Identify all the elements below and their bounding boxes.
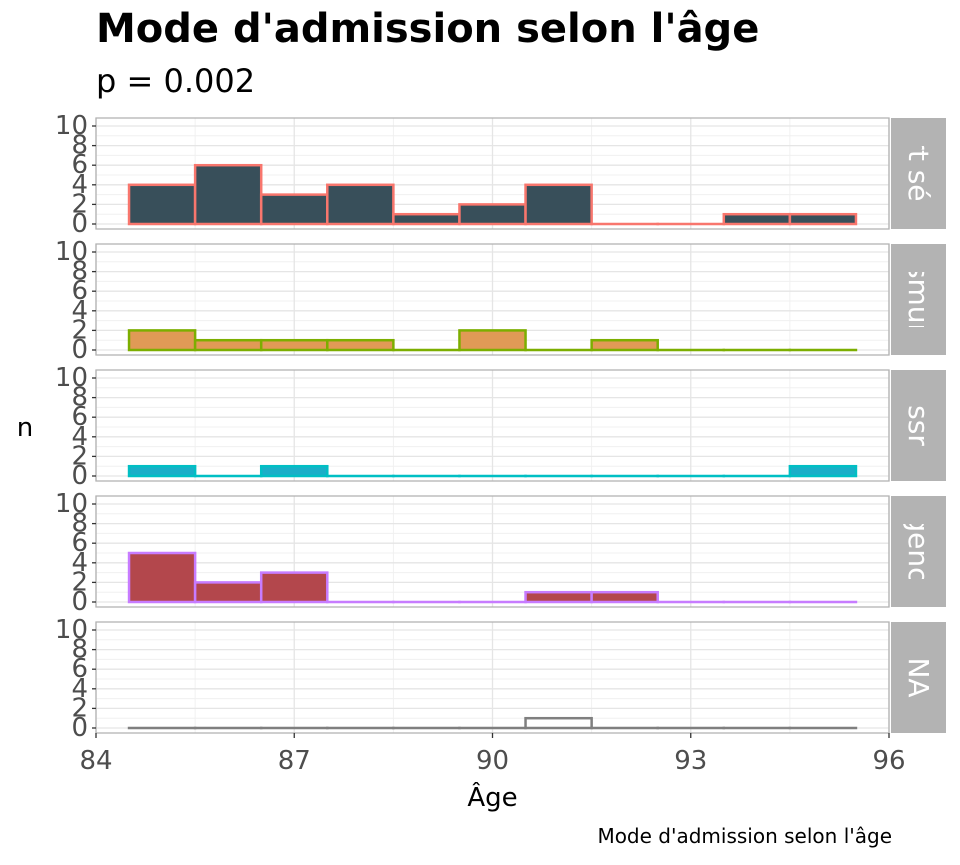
y-tick-label: 4 xyxy=(71,548,88,578)
y-tick-label: 2 xyxy=(71,441,88,471)
histogram-bar xyxy=(458,329,527,352)
facet-strip-label: ssr xyxy=(902,405,935,446)
histogram-bar xyxy=(259,464,329,478)
y-tick-label: 2 xyxy=(71,315,88,345)
histogram-bar xyxy=(326,183,395,226)
x-tick-label: 93 xyxy=(674,746,707,776)
histogram-bar xyxy=(259,571,329,604)
y-tick-label: 6 xyxy=(71,528,88,558)
y-axis-label: n xyxy=(17,413,33,443)
x-axis-label: Âge xyxy=(467,781,517,813)
y-tick-label: 0 xyxy=(71,209,88,239)
histogram-bar xyxy=(458,203,527,226)
chart-caption: Mode d'admission selon l'âge xyxy=(597,824,892,848)
y-tick-label: 0 xyxy=(71,335,88,365)
panel-border xyxy=(95,243,890,356)
histogram-bar xyxy=(193,163,263,226)
panel-border xyxy=(95,495,890,608)
chart-title: Mode d'admission selon l'âge xyxy=(96,6,760,52)
y-tick-label: 8 xyxy=(71,383,88,413)
x-tick-label: 84 xyxy=(79,746,112,776)
y-tick-label: 8 xyxy=(71,257,88,287)
histogram-bar xyxy=(788,464,858,478)
histogram-bar xyxy=(590,590,659,604)
histogram-bar xyxy=(524,716,593,730)
y-tick-label: 10 xyxy=(55,111,88,141)
panel-border xyxy=(95,369,890,482)
facet-strip-label: rgence xyxy=(902,503,935,599)
histogram-bar xyxy=(193,581,263,604)
panel-border xyxy=(95,117,890,230)
y-tick-label: 6 xyxy=(71,402,88,432)
facet-strip xyxy=(891,622,946,733)
y-tick-label: 8 xyxy=(71,509,88,539)
histogram-bar xyxy=(524,590,593,604)
histogram-bar xyxy=(392,212,461,226)
histogram-bar xyxy=(127,183,197,226)
histogram-bar xyxy=(127,464,197,478)
y-tick-label: 4 xyxy=(71,296,88,326)
histogram-bar xyxy=(722,212,792,226)
y-tick-label: 4 xyxy=(71,170,88,200)
y-tick-label: 2 xyxy=(71,693,88,723)
y-tick-label: 10 xyxy=(55,615,88,645)
facet-strip xyxy=(891,370,946,481)
histogram-bar xyxy=(590,338,659,352)
y-tick-label: 6 xyxy=(71,654,88,684)
facet-strip-label: smur xyxy=(902,264,935,336)
histogram-bar xyxy=(524,183,593,226)
y-tick-label: 0 xyxy=(71,587,88,617)
y-tick-label: 2 xyxy=(71,567,88,597)
histogram-bar xyxy=(259,193,329,226)
y-tick-label: 10 xyxy=(55,363,88,393)
y-tick-label: 4 xyxy=(71,674,88,704)
y-tick-label: 4 xyxy=(71,422,88,452)
facet-strip xyxy=(891,496,946,607)
y-tick-label: 10 xyxy=(55,237,88,267)
y-tick-label: 6 xyxy=(71,150,88,180)
histogram-bar xyxy=(788,212,858,226)
histogram-bar xyxy=(127,551,197,604)
x-tick-label: 87 xyxy=(278,746,311,776)
histogram-bar xyxy=(259,338,329,352)
facet-strip-label: urt séjo xyxy=(902,121,935,227)
y-tick-label: 10 xyxy=(55,489,88,519)
facet-strip xyxy=(891,118,946,229)
y-tick-label: 2 xyxy=(71,189,88,219)
histogram-bar xyxy=(127,329,197,352)
y-tick-label: 6 xyxy=(71,276,88,306)
histogram-bar xyxy=(193,338,263,352)
y-tick-label: 0 xyxy=(71,713,88,743)
histogram-bar xyxy=(326,338,395,352)
y-tick-label: 8 xyxy=(71,635,88,665)
y-tick-label: 0 xyxy=(71,461,88,491)
x-tick-label: 90 xyxy=(476,746,509,776)
facet-strip xyxy=(891,244,946,355)
chart-subtitle: p = 0.002 xyxy=(96,62,256,100)
x-tick-label: 96 xyxy=(872,746,905,776)
y-tick-label: 8 xyxy=(71,131,88,161)
facet-strip-label: NA xyxy=(902,657,935,697)
